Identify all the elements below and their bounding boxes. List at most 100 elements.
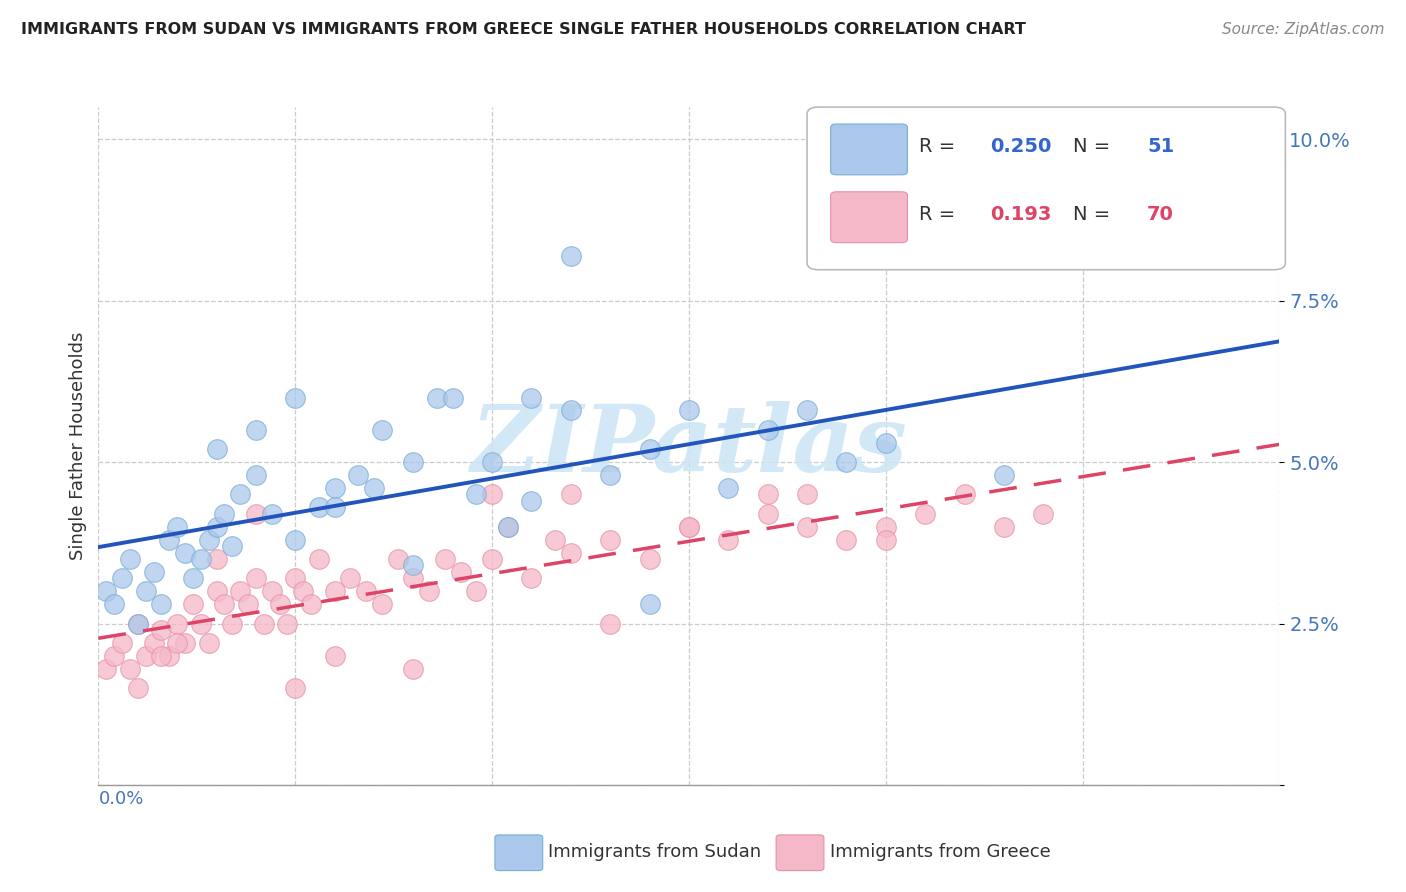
Point — [371, 597, 394, 611]
Point — [520, 571, 543, 585]
Point — [229, 584, 252, 599]
Point — [599, 533, 621, 547]
Point — [174, 636, 197, 650]
Point — [111, 636, 134, 650]
Point — [678, 403, 700, 417]
Point — [875, 519, 897, 533]
Point — [402, 455, 425, 469]
FancyBboxPatch shape — [831, 192, 907, 243]
Point — [835, 455, 858, 469]
Point — [875, 435, 897, 450]
Point — [127, 616, 149, 631]
Point — [269, 597, 291, 611]
Point — [560, 487, 582, 501]
Point — [118, 662, 141, 676]
Point — [756, 507, 779, 521]
Point — [638, 597, 661, 611]
Point — [796, 403, 818, 417]
Point — [118, 552, 141, 566]
Point — [205, 584, 228, 599]
Point — [229, 487, 252, 501]
Text: 0.0%: 0.0% — [98, 790, 143, 808]
Point — [953, 487, 976, 501]
Point — [190, 616, 212, 631]
Point — [214, 507, 236, 521]
Point — [481, 552, 503, 566]
Point — [197, 636, 219, 650]
Point — [560, 248, 582, 262]
Point — [481, 455, 503, 469]
Point — [678, 519, 700, 533]
Point — [481, 487, 503, 501]
Point — [323, 584, 346, 599]
Point — [520, 494, 543, 508]
Point — [796, 487, 818, 501]
Point — [96, 584, 118, 599]
Point — [260, 584, 283, 599]
Point — [308, 552, 330, 566]
Point — [717, 481, 740, 495]
Point — [236, 597, 259, 611]
Point — [260, 507, 283, 521]
Point — [465, 487, 488, 501]
Point — [221, 616, 243, 631]
Text: IMMIGRANTS FROM SUDAN VS IMMIGRANTS FROM GREECE SINGLE FATHER HOUSEHOLDS CORRELA: IMMIGRANTS FROM SUDAN VS IMMIGRANTS FROM… — [21, 22, 1026, 37]
Point — [292, 584, 315, 599]
Text: 70: 70 — [1147, 204, 1174, 224]
Point — [103, 597, 125, 611]
Point — [717, 533, 740, 547]
Point — [245, 468, 267, 483]
FancyBboxPatch shape — [831, 124, 907, 175]
Text: Immigrants from Sudan: Immigrants from Sudan — [548, 843, 762, 861]
Point — [402, 558, 425, 573]
Text: R =: R = — [920, 136, 962, 156]
Point — [284, 391, 307, 405]
Point — [433, 552, 456, 566]
Point — [127, 681, 149, 695]
FancyBboxPatch shape — [807, 107, 1285, 269]
Point — [835, 533, 858, 547]
Text: 0.193: 0.193 — [990, 204, 1052, 224]
Point — [245, 507, 267, 521]
Point — [157, 533, 180, 547]
Point — [205, 442, 228, 457]
Point — [135, 648, 157, 663]
Point — [363, 481, 385, 495]
Point — [323, 648, 346, 663]
Point — [347, 468, 370, 483]
Point — [354, 584, 377, 599]
Point — [190, 552, 212, 566]
Point — [253, 616, 276, 631]
Point — [205, 552, 228, 566]
Point — [181, 571, 204, 585]
Point — [402, 662, 425, 676]
Point — [181, 597, 204, 611]
Point — [339, 571, 361, 585]
Point — [756, 423, 779, 437]
Point — [323, 481, 346, 495]
Point — [157, 648, 180, 663]
Text: ZIPatlas: ZIPatlas — [471, 401, 907, 491]
Text: N =: N = — [1073, 136, 1116, 156]
Text: R =: R = — [920, 204, 962, 224]
Point — [142, 636, 165, 650]
Point — [560, 545, 582, 559]
Point — [150, 648, 173, 663]
Point — [560, 403, 582, 417]
Point — [1032, 507, 1054, 521]
Point — [174, 545, 197, 559]
Point — [127, 616, 149, 631]
Y-axis label: Single Father Households: Single Father Households — [69, 332, 87, 560]
Point — [284, 571, 307, 585]
Text: 51: 51 — [1147, 136, 1174, 156]
Point — [426, 391, 449, 405]
Point — [496, 519, 519, 533]
Point — [441, 391, 464, 405]
Point — [142, 565, 165, 579]
Point — [284, 533, 307, 547]
Point — [914, 507, 936, 521]
Point — [214, 597, 236, 611]
Point — [323, 500, 346, 515]
Point — [103, 648, 125, 663]
Point — [402, 571, 425, 585]
